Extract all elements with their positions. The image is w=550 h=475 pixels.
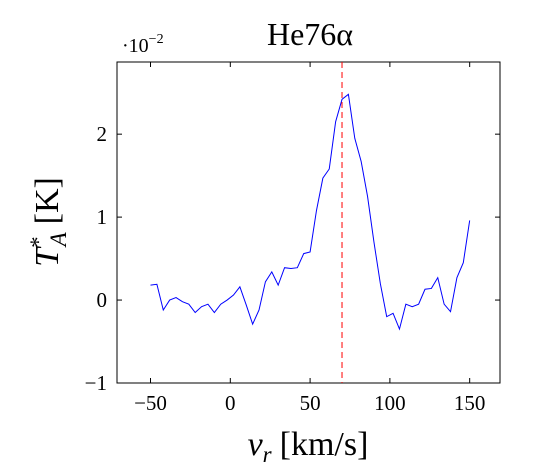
y-axis-label-group: T*A [K] (26, 177, 71, 267)
x-tick-label: 50 (300, 391, 321, 415)
x-tick-label: 100 (374, 391, 406, 415)
y-label-sup: * (26, 236, 51, 248)
y-tick-label: −1 (85, 371, 107, 395)
y-scale-label: ·10−2 (122, 32, 164, 57)
y-label-base: T (29, 246, 66, 267)
y-axis-label: T*A [K] (26, 177, 71, 267)
x-tick-label: 0 (225, 391, 236, 415)
y-label-unit: [K] (29, 177, 66, 224)
x-axis-label: vr [km/s] (248, 426, 369, 467)
data-line (150, 93, 471, 331)
x-tick-label: 150 (454, 391, 486, 415)
y-scale-base: ·10 (122, 35, 149, 57)
y-tick-label: 1 (97, 205, 108, 229)
x-tick-label: −50 (134, 391, 167, 415)
y-tick-label: 0 (97, 288, 108, 312)
plot-frame (116, 61, 501, 384)
chart-title: He76α (267, 16, 353, 52)
x-label-sub: r (263, 442, 273, 467)
y-label-sub: A (46, 231, 71, 248)
y-tick-label: 2 (97, 122, 108, 146)
y-scale-exponent: −2 (149, 32, 164, 47)
x-label-base: v (248, 426, 264, 463)
x-label-unit: [km/s] (280, 426, 369, 463)
